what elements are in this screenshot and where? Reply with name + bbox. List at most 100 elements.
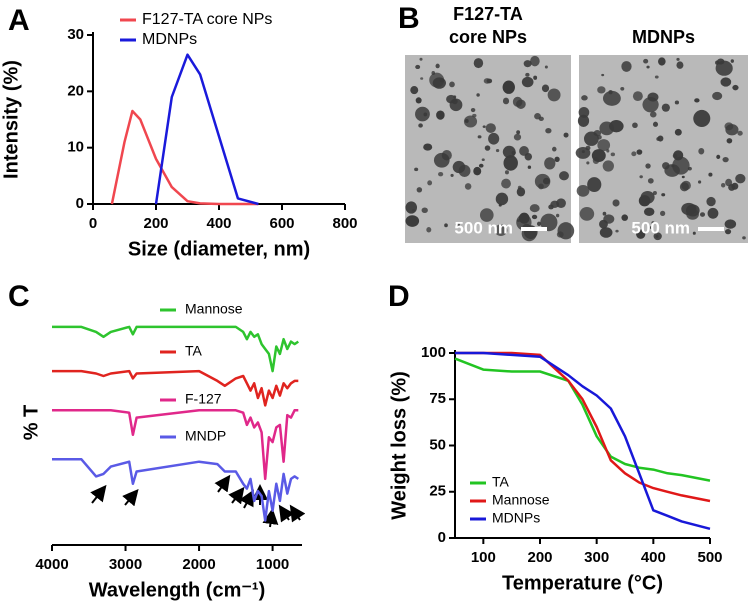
y-tick-label: 25	[429, 483, 446, 500]
arrow	[239, 489, 254, 509]
particle	[485, 123, 496, 133]
particle	[632, 91, 643, 102]
y-tick-label: 50	[429, 436, 446, 453]
particle	[405, 201, 418, 214]
y-axis-label: Intensity (%)	[0, 60, 22, 179]
particle	[658, 57, 666, 66]
particle	[724, 219, 737, 229]
particle	[544, 65, 548, 69]
particle	[636, 149, 643, 155]
particle	[660, 210, 666, 216]
x-tick-label: 2000	[182, 556, 215, 573]
series-line	[52, 409, 299, 481]
particle	[419, 57, 423, 61]
particle	[647, 178, 654, 184]
particle	[671, 164, 675, 168]
particle	[712, 91, 723, 101]
particle	[540, 213, 558, 232]
x-axis-label: Temperature (°C)	[502, 572, 663, 594]
particle	[477, 135, 482, 139]
x-tick-label: 800	[332, 215, 357, 232]
y-tick-label: 10	[67, 139, 84, 156]
particle	[656, 137, 660, 141]
particle	[479, 208, 494, 222]
particle	[438, 172, 444, 177]
arrow	[228, 486, 245, 505]
particle	[672, 156, 690, 175]
particle	[575, 146, 591, 159]
particle	[501, 178, 511, 189]
particle	[441, 149, 452, 161]
series-line	[52, 325, 299, 373]
legend-label: F-127	[185, 391, 222, 407]
particle	[415, 64, 421, 70]
particle	[525, 72, 530, 77]
particle	[559, 171, 569, 181]
arrow	[90, 484, 107, 504]
particle	[494, 224, 508, 236]
particle	[464, 183, 472, 190]
particle	[519, 145, 529, 156]
legend-label: Mannose	[185, 301, 243, 317]
particle	[692, 231, 696, 235]
particle	[636, 229, 646, 239]
particle	[725, 178, 733, 187]
scale-bar	[521, 227, 547, 231]
x-tick-label: 3000	[109, 556, 142, 573]
particle	[676, 57, 680, 61]
particle	[576, 184, 590, 197]
particle	[418, 123, 423, 128]
particle	[730, 59, 734, 63]
particle	[463, 115, 478, 128]
panel-label: B	[398, 2, 420, 35]
particle	[416, 187, 423, 193]
particle	[722, 156, 729, 163]
particle	[421, 207, 428, 214]
particle	[602, 90, 621, 106]
legend-label: MDNPs	[492, 510, 540, 526]
particle	[488, 132, 500, 145]
particles	[575, 57, 746, 241]
particle	[621, 214, 629, 221]
particle	[536, 221, 542, 226]
x-axis-label: Wavelength (cm⁻¹)	[89, 579, 266, 601]
particle	[556, 231, 564, 238]
particle	[529, 204, 540, 213]
particle	[726, 138, 733, 144]
y-tick-label: 100	[421, 344, 446, 361]
particle	[698, 180, 702, 184]
particle	[420, 77, 424, 80]
particle	[731, 182, 739, 190]
particle	[426, 227, 432, 233]
particle	[531, 214, 538, 220]
x-axis-label: Size (diameter, nm)	[128, 238, 310, 260]
particle	[511, 150, 516, 156]
particle	[544, 157, 556, 170]
particle	[631, 151, 637, 157]
scale-bar-label: 500 nm	[631, 218, 690, 237]
image-title: MDNPs	[632, 27, 695, 47]
particle	[725, 124, 739, 136]
particle	[706, 196, 716, 207]
particle	[643, 207, 655, 217]
particle	[581, 95, 588, 101]
y-tick-label: 20	[67, 82, 84, 99]
particle	[473, 166, 482, 176]
particle	[649, 111, 657, 118]
particle	[737, 130, 743, 136]
particle	[602, 211, 607, 216]
x-tick-label: 100	[471, 549, 496, 566]
x-tick-label: 200	[143, 215, 168, 232]
particle	[612, 199, 620, 207]
particle	[599, 227, 613, 238]
particle	[585, 145, 591, 151]
particle	[512, 96, 523, 107]
x-tick-label: 400	[641, 549, 666, 566]
particle	[473, 58, 484, 69]
particle	[541, 84, 550, 93]
particle	[482, 125, 486, 128]
particle	[681, 202, 697, 216]
particle	[502, 80, 515, 94]
y-tick-label: 30	[67, 26, 84, 43]
